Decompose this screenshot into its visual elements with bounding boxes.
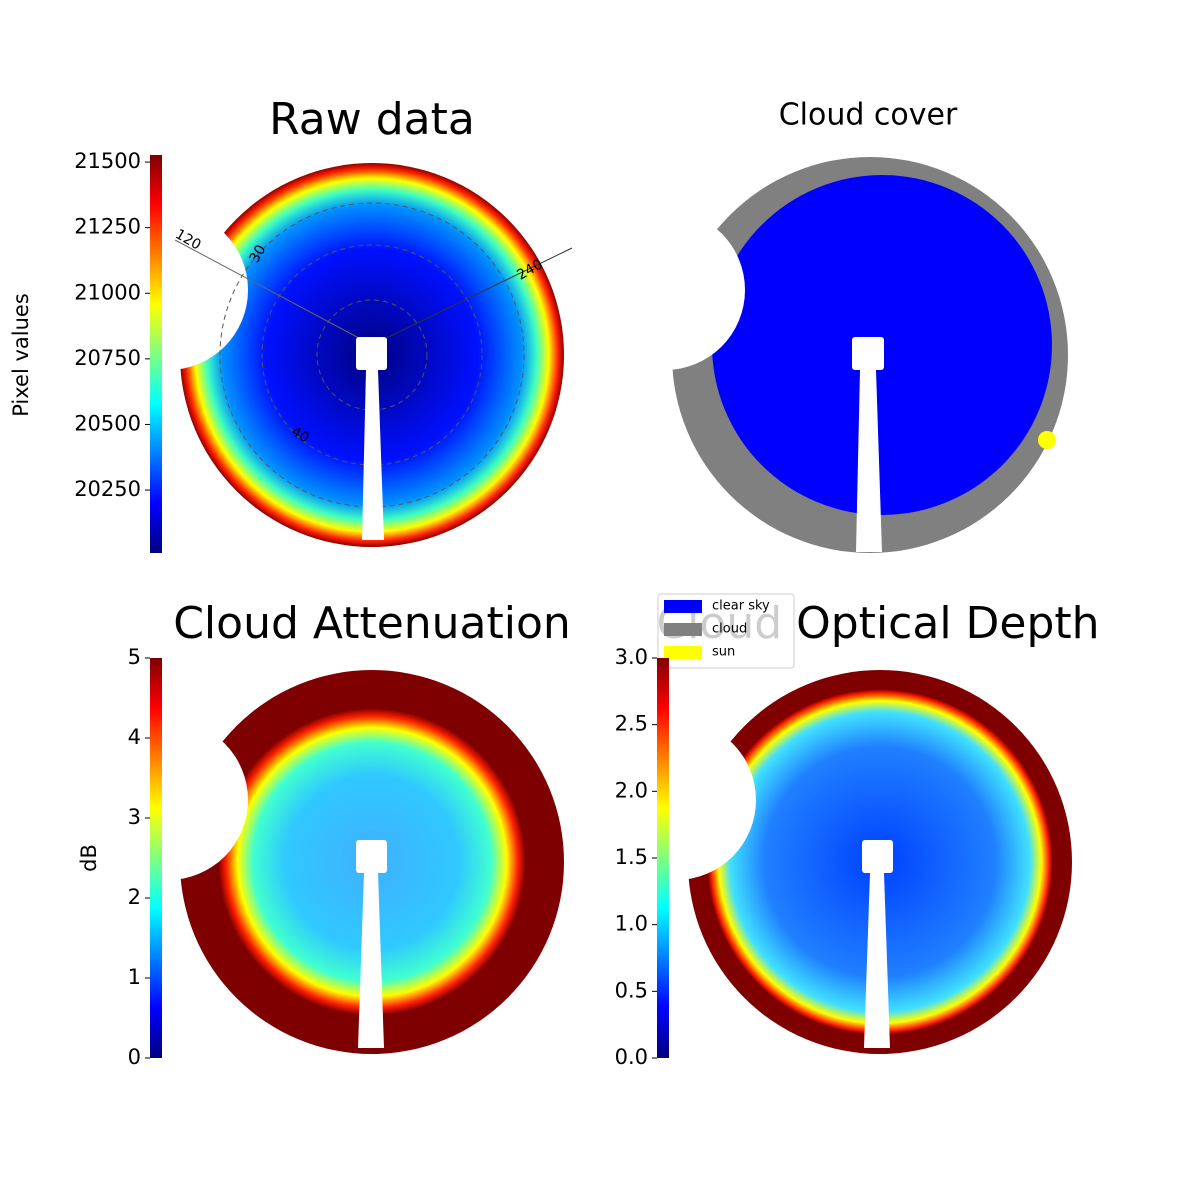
colorbar-tick-label: 21000 <box>74 280 141 304</box>
colorbar-tick-label: 1.0 <box>615 912 648 936</box>
colorbar-tick-label: 3.0 <box>615 645 648 669</box>
sun-marker <box>1038 431 1056 449</box>
polar-label: 30 <box>247 242 270 265</box>
colorbar-tick-label: 1.5 <box>615 845 648 869</box>
colorbar-tick-label: 2.0 <box>615 778 648 802</box>
legend-label: sun <box>712 645 735 660</box>
colorbar-tick-label: 4 <box>128 725 141 749</box>
polar-label: 40 <box>288 424 311 447</box>
colorbar-label: dB <box>77 844 101 872</box>
colorbar-tick-label: 0.5 <box>615 978 648 1002</box>
colorbar-tick-label: 2 <box>128 885 141 909</box>
legend-swatch <box>664 600 702 613</box>
legend: clear sky cloud sun <box>657 593 795 669</box>
colorbar-tick-label: 1 <box>128 965 141 989</box>
legend-label: cloud <box>712 622 747 637</box>
panel-title: Cloud cover <box>779 98 958 133</box>
colorbar-tick-label: 20750 <box>74 346 141 370</box>
panel-title: Raw data <box>269 94 475 145</box>
colorbar-tick-label: 5 <box>128 645 141 669</box>
cod-image <box>596 670 1072 1054</box>
colorbar-tick-label: 0.0 <box>615 1045 648 1069</box>
legend-swatch <box>664 646 702 659</box>
attenuation-image <box>88 670 564 1054</box>
cloud-cover-image <box>585 157 1068 553</box>
colorbar-tick-label: 20500 <box>74 411 141 435</box>
raw-image <box>88 163 573 547</box>
colorbar-tick-label: 3 <box>128 805 141 829</box>
legend-swatch <box>664 623 702 636</box>
colorbar <box>150 658 162 1058</box>
colorbar-tick-label: 0 <box>128 1045 141 1069</box>
panel-title: Cloud Attenuation <box>173 598 571 649</box>
legend-label: clear sky <box>712 599 770 614</box>
colorbar-tick-label: 21500 <box>74 149 141 173</box>
colorbar <box>657 658 669 1058</box>
colorbar-tick-label: 20250 <box>74 477 141 501</box>
colorbar <box>150 155 162 553</box>
colorbar-tick-label: 21250 <box>74 215 141 239</box>
colorbar-label: Pixel values <box>9 293 33 417</box>
colorbar-tick-label: 2.5 <box>615 712 648 736</box>
